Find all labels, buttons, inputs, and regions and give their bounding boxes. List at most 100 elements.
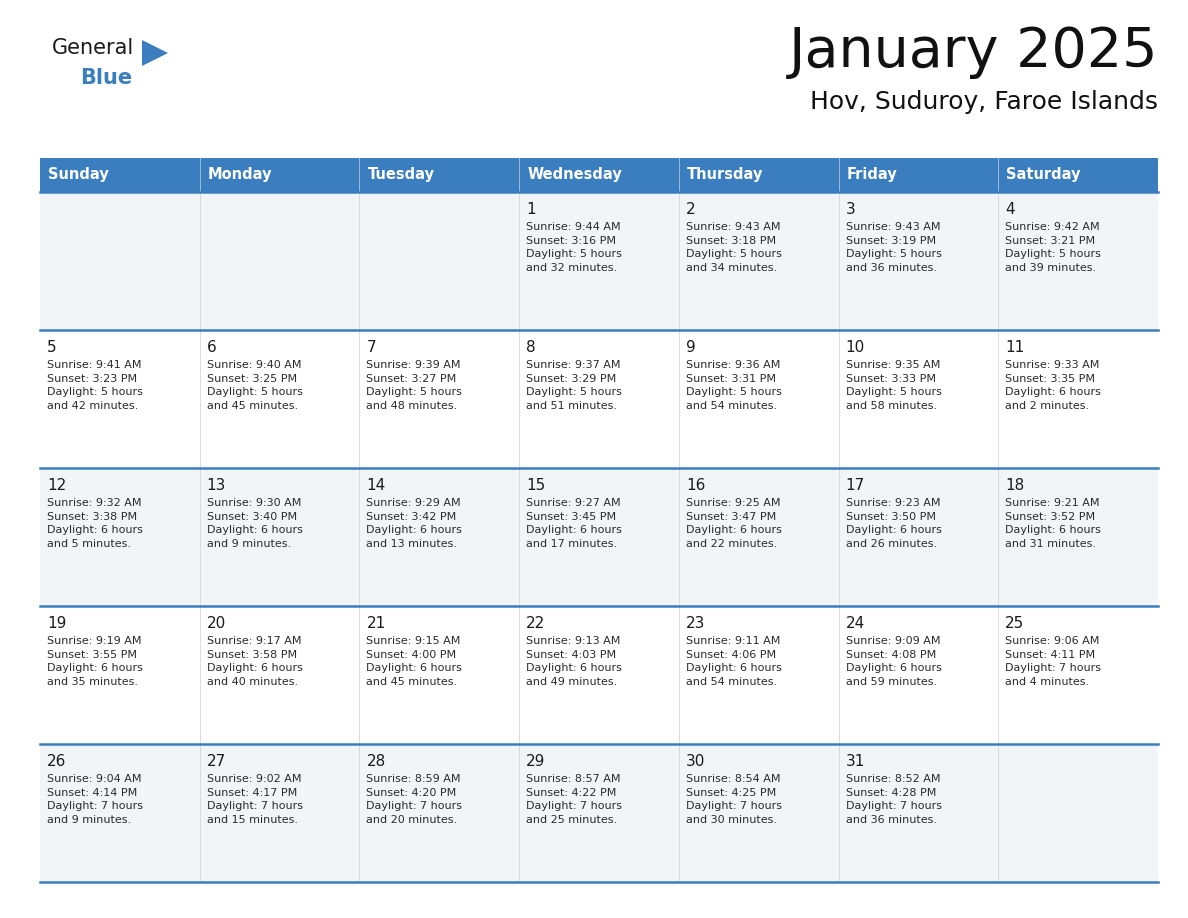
Bar [678,606,839,744]
Bar [40,606,200,744]
Text: Sunrise: 9:13 AM
Sunset: 4:03 PM
Daylight: 6 hours
and 49 minutes.: Sunrise: 9:13 AM Sunset: 4:03 PM Dayligh… [526,636,623,687]
Text: 2: 2 [685,202,695,217]
Text: Sunrise: 9:33 AM
Sunset: 3:35 PM
Daylight: 6 hours
and 2 minutes.: Sunrise: 9:33 AM Sunset: 3:35 PM Dayligh… [1005,360,1101,410]
Text: 21: 21 [366,616,386,631]
Bar [40,158,200,192]
Bar [998,330,1158,468]
Bar [200,606,360,744]
Text: Wednesday: Wednesday [527,167,621,183]
Bar [519,606,678,744]
Text: Sunrise: 9:15 AM
Sunset: 4:00 PM
Daylight: 6 hours
and 45 minutes.: Sunrise: 9:15 AM Sunset: 4:00 PM Dayligh… [366,636,462,687]
Bar [998,744,1158,882]
Text: Sunrise: 9:21 AM
Sunset: 3:52 PM
Daylight: 6 hours
and 31 minutes.: Sunrise: 9:21 AM Sunset: 3:52 PM Dayligh… [1005,498,1101,549]
Bar [519,744,678,882]
Text: Sunrise: 9:40 AM
Sunset: 3:25 PM
Daylight: 5 hours
and 45 minutes.: Sunrise: 9:40 AM Sunset: 3:25 PM Dayligh… [207,360,303,410]
Text: Monday: Monday [208,167,272,183]
Text: 28: 28 [366,754,386,769]
Bar [40,330,200,468]
Text: 4: 4 [1005,202,1015,217]
Text: 9: 9 [685,340,696,355]
Text: 22: 22 [526,616,545,631]
Bar [40,744,200,882]
Bar [200,158,360,192]
Text: Sunday: Sunday [48,167,109,183]
Text: 25: 25 [1005,616,1024,631]
Text: Sunrise: 9:43 AM
Sunset: 3:18 PM
Daylight: 5 hours
and 34 minutes.: Sunrise: 9:43 AM Sunset: 3:18 PM Dayligh… [685,222,782,273]
Bar [678,158,839,192]
Text: 1: 1 [526,202,536,217]
Text: Sunrise: 9:09 AM
Sunset: 4:08 PM
Daylight: 6 hours
and 59 minutes.: Sunrise: 9:09 AM Sunset: 4:08 PM Dayligh… [846,636,941,687]
Bar [360,468,519,606]
Text: Sunrise: 9:35 AM
Sunset: 3:33 PM
Daylight: 5 hours
and 58 minutes.: Sunrise: 9:35 AM Sunset: 3:33 PM Dayligh… [846,360,941,410]
Polygon shape [143,40,168,66]
Bar [200,744,360,882]
Text: Sunrise: 9:11 AM
Sunset: 4:06 PM
Daylight: 6 hours
and 54 minutes.: Sunrise: 9:11 AM Sunset: 4:06 PM Dayligh… [685,636,782,687]
Bar [839,744,998,882]
Text: 13: 13 [207,478,226,493]
Text: Sunrise: 8:57 AM
Sunset: 4:22 PM
Daylight: 7 hours
and 25 minutes.: Sunrise: 8:57 AM Sunset: 4:22 PM Dayligh… [526,774,623,824]
Bar [200,468,360,606]
Bar [519,158,678,192]
Bar [360,744,519,882]
Text: 7: 7 [366,340,377,355]
Text: Hov, Suduroy, Faroe Islands: Hov, Suduroy, Faroe Islands [810,90,1158,114]
Text: General: General [52,38,134,58]
Text: January 2025: January 2025 [789,25,1158,79]
Text: 16: 16 [685,478,706,493]
Bar [519,192,678,330]
Bar [839,606,998,744]
Text: Sunrise: 9:30 AM
Sunset: 3:40 PM
Daylight: 6 hours
and 9 minutes.: Sunrise: 9:30 AM Sunset: 3:40 PM Dayligh… [207,498,303,549]
Bar [360,158,519,192]
Text: 14: 14 [366,478,386,493]
Text: 17: 17 [846,478,865,493]
Text: Sunrise: 9:42 AM
Sunset: 3:21 PM
Daylight: 5 hours
and 39 minutes.: Sunrise: 9:42 AM Sunset: 3:21 PM Dayligh… [1005,222,1101,273]
Text: Sunrise: 9:17 AM
Sunset: 3:58 PM
Daylight: 6 hours
and 40 minutes.: Sunrise: 9:17 AM Sunset: 3:58 PM Dayligh… [207,636,303,687]
Text: 3: 3 [846,202,855,217]
Text: Sunrise: 9:04 AM
Sunset: 4:14 PM
Daylight: 7 hours
and 9 minutes.: Sunrise: 9:04 AM Sunset: 4:14 PM Dayligh… [48,774,143,824]
Text: Sunrise: 9:43 AM
Sunset: 3:19 PM
Daylight: 5 hours
and 36 minutes.: Sunrise: 9:43 AM Sunset: 3:19 PM Dayligh… [846,222,941,273]
Text: Sunrise: 9:19 AM
Sunset: 3:55 PM
Daylight: 6 hours
and 35 minutes.: Sunrise: 9:19 AM Sunset: 3:55 PM Dayligh… [48,636,143,687]
Bar [200,330,360,468]
Text: Sunrise: 9:25 AM
Sunset: 3:47 PM
Daylight: 6 hours
and 22 minutes.: Sunrise: 9:25 AM Sunset: 3:47 PM Dayligh… [685,498,782,549]
Text: Sunrise: 9:41 AM
Sunset: 3:23 PM
Daylight: 5 hours
and 42 minutes.: Sunrise: 9:41 AM Sunset: 3:23 PM Dayligh… [48,360,143,410]
Text: Saturday: Saturday [1006,167,1081,183]
Bar [839,330,998,468]
Text: Sunrise: 8:59 AM
Sunset: 4:20 PM
Daylight: 7 hours
and 20 minutes.: Sunrise: 8:59 AM Sunset: 4:20 PM Dayligh… [366,774,462,824]
Text: 11: 11 [1005,340,1024,355]
Text: 27: 27 [207,754,226,769]
Text: Sunrise: 9:29 AM
Sunset: 3:42 PM
Daylight: 6 hours
and 13 minutes.: Sunrise: 9:29 AM Sunset: 3:42 PM Dayligh… [366,498,462,549]
Text: 15: 15 [526,478,545,493]
Bar [40,192,200,330]
Bar [998,606,1158,744]
Bar [998,192,1158,330]
Text: 31: 31 [846,754,865,769]
Bar [678,330,839,468]
Bar [360,330,519,468]
Bar [839,158,998,192]
Text: 20: 20 [207,616,226,631]
Text: 10: 10 [846,340,865,355]
Text: Sunrise: 9:23 AM
Sunset: 3:50 PM
Daylight: 6 hours
and 26 minutes.: Sunrise: 9:23 AM Sunset: 3:50 PM Dayligh… [846,498,941,549]
Bar [839,468,998,606]
Bar [40,468,200,606]
Text: 18: 18 [1005,478,1024,493]
Text: 23: 23 [685,616,706,631]
Text: 19: 19 [48,616,67,631]
Text: Friday: Friday [847,167,897,183]
Text: Tuesday: Tuesday [367,167,435,183]
Text: 26: 26 [48,754,67,769]
Bar [678,468,839,606]
Bar [678,744,839,882]
Text: 8: 8 [526,340,536,355]
Text: Sunrise: 9:36 AM
Sunset: 3:31 PM
Daylight: 5 hours
and 54 minutes.: Sunrise: 9:36 AM Sunset: 3:31 PM Dayligh… [685,360,782,410]
Text: Sunrise: 8:54 AM
Sunset: 4:25 PM
Daylight: 7 hours
and 30 minutes.: Sunrise: 8:54 AM Sunset: 4:25 PM Dayligh… [685,774,782,824]
Bar [998,158,1158,192]
Text: Thursday: Thursday [687,167,763,183]
Bar [839,192,998,330]
Bar [360,192,519,330]
Text: 29: 29 [526,754,545,769]
Bar [998,468,1158,606]
Bar [678,192,839,330]
Text: Sunrise: 9:02 AM
Sunset: 4:17 PM
Daylight: 7 hours
and 15 minutes.: Sunrise: 9:02 AM Sunset: 4:17 PM Dayligh… [207,774,303,824]
Text: Blue: Blue [80,68,132,88]
